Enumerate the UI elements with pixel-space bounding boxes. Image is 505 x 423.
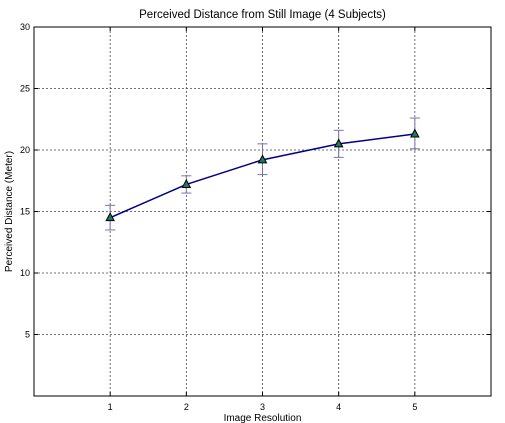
y-tick-label: 10 bbox=[20, 268, 30, 278]
data-point-marker bbox=[333, 138, 344, 148]
y-axis-label: Perceived Distance (Meter) bbox=[4, 151, 15, 272]
x-tick-label: 4 bbox=[336, 402, 341, 412]
data-point-marker bbox=[257, 154, 268, 164]
data-point-marker bbox=[105, 212, 115, 222]
y-axis-ticks: 5 10 15 20 25 30 bbox=[20, 22, 491, 340]
x-tick-label: 3 bbox=[260, 402, 265, 412]
grid-lines bbox=[34, 27, 491, 396]
y-tick-label: 25 bbox=[20, 84, 30, 94]
x-axis-ticks: 1 2 3 4 5 bbox=[108, 27, 417, 412]
y-tick-label: 20 bbox=[20, 145, 30, 155]
chart-title: Perceived Distance from Still Image (4 S… bbox=[139, 9, 386, 21]
error-bars bbox=[105, 117, 420, 231]
series-markers bbox=[105, 128, 420, 222]
data-point-marker bbox=[181, 178, 192, 188]
x-axis-label: Image Resolution bbox=[224, 413, 302, 423]
y-tick-label: 15 bbox=[20, 207, 30, 217]
data-point-marker bbox=[410, 128, 420, 138]
y-tick-label: 30 bbox=[20, 22, 30, 32]
y-tick-label: 5 bbox=[25, 330, 30, 340]
x-tick-label: 2 bbox=[184, 402, 189, 412]
x-tick-label: 1 bbox=[108, 402, 113, 412]
x-tick-label: 5 bbox=[412, 402, 417, 412]
